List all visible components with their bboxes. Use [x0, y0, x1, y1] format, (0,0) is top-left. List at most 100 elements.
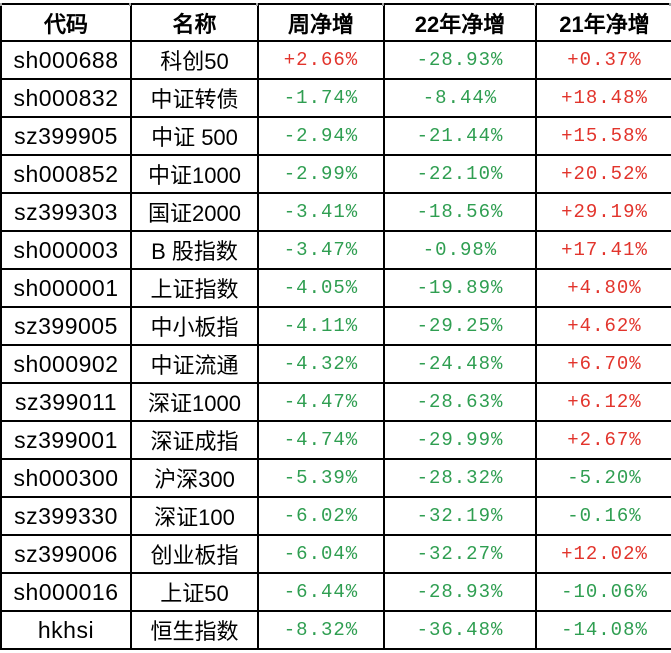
gridline-tick	[382, 3, 384, 6]
cell-name: 创业板指	[130, 534, 259, 574]
cell-code: sh000001	[0, 268, 132, 308]
cell-2021-change: +20.52%	[535, 154, 671, 194]
cell-week-change: +2.66%	[257, 40, 385, 80]
cell-code: sz399005	[0, 306, 132, 346]
index-table: 代码 名称 周净增 22年净增 21年净增 sh000688 科创50 +2.6…	[0, 3, 671, 650]
cell-2022-change: -0.98%	[383, 230, 537, 270]
cell-week-change: -8.32%	[257, 610, 385, 650]
table-row: sz399005 中小板指 -4.11% -29.25% +4.62%	[0, 306, 671, 346]
cell-code: sh000832	[0, 78, 132, 118]
cell-week-change: -2.99%	[257, 154, 385, 194]
cell-2021-change: -5.20%	[535, 458, 671, 498]
cell-week-change: -4.47%	[257, 382, 385, 422]
table-row: sh000300 沪深300 -5.39% -28.32% -5.20%	[0, 458, 671, 498]
cell-week-change: -1.74%	[257, 78, 385, 118]
table-row: sz399905 中证 500 -2.94% -21.44% +15.58%	[0, 116, 671, 156]
cell-code: sz399303	[0, 192, 132, 232]
cell-name: 国证2000	[130, 192, 259, 232]
cell-code: sz399330	[0, 496, 132, 536]
cell-name: 沪深300	[130, 458, 259, 498]
gridline-ticks	[0, 3, 671, 6]
cell-code: sz399006	[0, 534, 132, 574]
cell-code: sh000016	[0, 572, 132, 612]
cell-2022-change: -19.89%	[383, 268, 537, 308]
table-row: sh000902 中证流通 -4.32% -24.48% +6.70%	[0, 344, 671, 384]
cell-week-change: -4.05%	[257, 268, 385, 308]
cell-2021-change: +12.02%	[535, 534, 671, 574]
table-row: sh000688 科创50 +2.66% -28.93% +0.37%	[0, 40, 671, 80]
table-row: sh000832 中证转债 -1.74% -8.44% +18.48%	[0, 78, 671, 118]
cell-code: sz399001	[0, 420, 132, 460]
cell-2021-change: -14.08%	[535, 610, 671, 650]
table-row: sz399330 深证100 -6.02% -32.19% -0.16%	[0, 496, 671, 536]
cell-name: 深证100	[130, 496, 259, 536]
cell-2022-change: -36.48%	[383, 610, 537, 650]
cell-name: B 股指数	[130, 230, 259, 270]
cell-2022-change: -29.99%	[383, 420, 537, 460]
table-row: sz399303 国证2000 -3.41% -18.56% +29.19%	[0, 192, 671, 232]
cell-2021-change: +15.58%	[535, 116, 671, 156]
col-header-2021-change: 21年净增	[535, 3, 671, 42]
gridline-tick	[534, 3, 536, 6]
cell-name: 深证成指	[130, 420, 259, 460]
cell-name: 中证流通	[130, 344, 259, 384]
cell-name: 科创50	[130, 40, 259, 80]
cell-name: 上证指数	[130, 268, 259, 308]
gridline-tick	[0, 3, 2, 6]
cell-2021-change: +29.19%	[535, 192, 671, 232]
gridline-tick	[669, 3, 671, 6]
cell-2022-change: -28.93%	[383, 40, 537, 80]
cell-2022-change: -24.48%	[383, 344, 537, 384]
table-row: sh000003 B 股指数 -3.47% -0.98% +17.41%	[0, 230, 671, 270]
table-row: sz399006 创业板指 -6.04% -32.27% +12.02%	[0, 534, 671, 574]
cell-code: sh000003	[0, 230, 132, 270]
cell-2021-change: +0.37%	[535, 40, 671, 80]
cell-2021-change: +18.48%	[535, 78, 671, 118]
gridline-tick	[129, 3, 131, 6]
cell-2022-change: -28.93%	[383, 572, 537, 612]
cell-week-change: -2.94%	[257, 116, 385, 156]
cell-name: 深证1000	[130, 382, 259, 422]
cell-name: 中证1000	[130, 154, 259, 194]
cell-code: sh000902	[0, 344, 132, 384]
cell-2021-change: +6.70%	[535, 344, 671, 384]
cell-week-change: -4.11%	[257, 306, 385, 346]
cell-week-change: -6.04%	[257, 534, 385, 574]
col-header-week-change: 周净增	[257, 3, 385, 42]
cell-week-change: -3.41%	[257, 192, 385, 232]
cell-2022-change: -28.32%	[383, 458, 537, 498]
cell-2021-change: -0.16%	[535, 496, 671, 536]
cell-2021-change: -10.06%	[535, 572, 671, 612]
cell-name: 中证转债	[130, 78, 259, 118]
table-row: sz399011 深证1000 -4.47% -28.63% +6.12%	[0, 382, 671, 422]
cell-name: 中证 500	[130, 116, 259, 156]
cell-name: 中小板指	[130, 306, 259, 346]
cell-code: sh000688	[0, 40, 132, 80]
table-row: hkhsi 恒生指数 -8.32% -36.48% -14.08%	[0, 610, 671, 650]
cell-week-change: -3.47%	[257, 230, 385, 270]
cell-week-change: -6.44%	[257, 572, 385, 612]
table-row: sh000001 上证指数 -4.05% -19.89% +4.80%	[0, 268, 671, 308]
header-row: 代码 名称 周净增 22年净增 21年净增	[0, 3, 671, 42]
table-row: sz399001 深证成指 -4.74% -29.99% +2.67%	[0, 420, 671, 460]
cell-code: sz399905	[0, 116, 132, 156]
cell-name: 恒生指数	[130, 610, 259, 650]
cell-2022-change: -29.25%	[383, 306, 537, 346]
cell-code: sh000300	[0, 458, 132, 498]
cell-code: hkhsi	[0, 610, 132, 650]
cell-2021-change: +6.12%	[535, 382, 671, 422]
cell-2021-change: +2.67%	[535, 420, 671, 460]
table-row: sh000852 中证1000 -2.99% -22.10% +20.52%	[0, 154, 671, 194]
cell-week-change: -6.02%	[257, 496, 385, 536]
cell-2021-change: +4.62%	[535, 306, 671, 346]
cell-code: sh000852	[0, 154, 132, 194]
cell-2022-change: -22.10%	[383, 154, 537, 194]
cell-2022-change: -18.56%	[383, 192, 537, 232]
col-header-code: 代码	[0, 3, 132, 42]
cell-week-change: -4.32%	[257, 344, 385, 384]
cell-2022-change: -8.44%	[383, 78, 537, 118]
cell-2022-change: -32.19%	[383, 496, 537, 536]
cell-2022-change: -32.27%	[383, 534, 537, 574]
col-header-name: 名称	[130, 3, 259, 42]
cell-code: sz399011	[0, 382, 132, 422]
